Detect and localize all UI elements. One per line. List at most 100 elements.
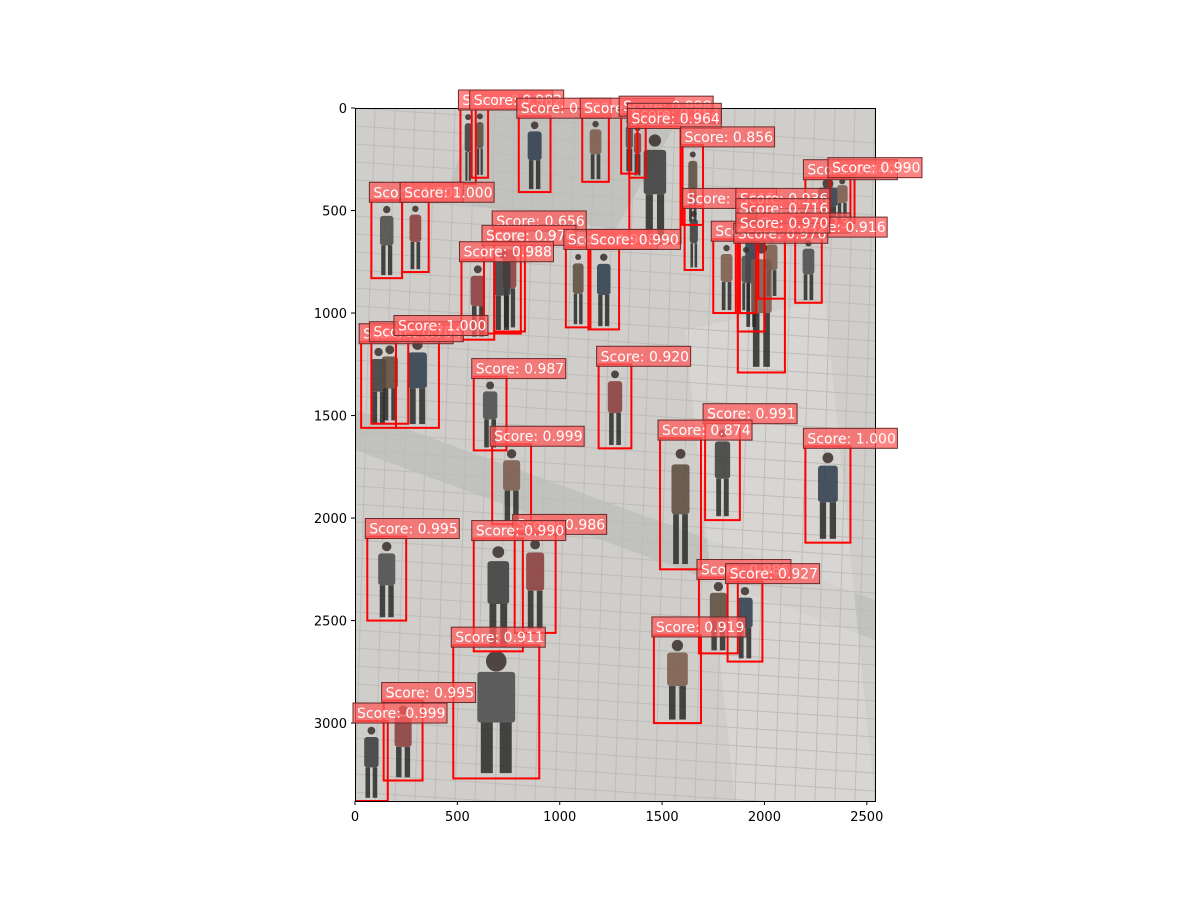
detection-label: Score: 0.990 xyxy=(585,228,681,250)
x-tick-label: 500 xyxy=(445,810,470,825)
paving-line xyxy=(355,503,875,540)
detection-score-text: Score: 0.919 xyxy=(656,620,744,636)
paving-line xyxy=(355,125,875,162)
paving-line xyxy=(915,108,935,801)
detection-label-background xyxy=(393,315,489,337)
pedestrian-silhouette xyxy=(667,639,688,720)
detection-score-text: Score: 0.874 xyxy=(662,423,751,439)
x-tick-label: 0 xyxy=(351,810,359,825)
detection-label: Score: 0.874 xyxy=(657,419,753,441)
detection-score-text: Score: 0.999 xyxy=(494,429,582,445)
detection-label: Score: 0.995 xyxy=(364,518,460,540)
detection-label-background xyxy=(399,181,495,203)
paving-line xyxy=(654,108,676,801)
y-tick-label: 2500 xyxy=(314,615,347,630)
pedestrian-silhouette xyxy=(378,541,396,618)
paving-line xyxy=(355,467,875,504)
pedestrian-silhouette xyxy=(409,205,422,270)
paving-line xyxy=(355,269,875,306)
detection-label: Score: 0.995 xyxy=(381,682,477,704)
detection-label: Score: 0.970 xyxy=(735,212,831,234)
detection-label-background xyxy=(450,626,546,648)
detection-label-background xyxy=(657,419,753,441)
paving-line xyxy=(874,783,875,801)
detection-score-text: Score: 0.987 xyxy=(476,362,564,378)
paving-line xyxy=(895,108,915,801)
detection-label-background xyxy=(352,702,448,724)
detection-score-text: Score: 0.990 xyxy=(476,524,564,540)
pedestrian-silhouette xyxy=(526,539,545,629)
detection-label-background xyxy=(626,107,722,129)
pedestrian-silhouette xyxy=(607,370,623,445)
pedestrian-silhouette xyxy=(476,113,484,175)
y-axis: 0 500 1000 1500 2000 2500 3000 xyxy=(314,102,355,732)
paving-line xyxy=(355,755,875,792)
detection-score-text: Score: 0.920 xyxy=(601,349,689,365)
x-tick-label: 2000 xyxy=(748,810,781,825)
pedestrian-silhouette xyxy=(379,205,394,276)
detection-label-background xyxy=(364,518,460,540)
detection-labels: Score: 0.979Score: 0.982Score: 0.988Scor… xyxy=(352,89,923,724)
pedestrian-silhouette xyxy=(407,339,427,425)
paving-line xyxy=(355,611,875,648)
detection-score-text: Score: 1.000 xyxy=(398,319,486,335)
detection-score-text: Score: 1.000 xyxy=(404,185,492,201)
x-tick-label: 1500 xyxy=(646,810,679,825)
pedestrian-silhouette xyxy=(381,345,398,421)
detection-score-text: Score: 0.995 xyxy=(369,522,457,538)
pedestrian-silhouette xyxy=(364,726,379,798)
detection-label: Score: 0.920 xyxy=(596,345,692,367)
paving-line xyxy=(355,287,875,324)
paving-line xyxy=(355,629,875,666)
paving-line xyxy=(355,647,875,684)
detection-label-background xyxy=(802,427,898,449)
detection-label: Score: 0.987 xyxy=(471,358,567,380)
detection-label-background xyxy=(458,241,554,263)
paving-line xyxy=(355,737,875,774)
detection-score-text: Score: 1.000 xyxy=(807,431,895,447)
y-tick-label: 1000 xyxy=(314,307,347,322)
x-tick-label: 1000 xyxy=(543,810,576,825)
detection-score-text: Score: 0.927 xyxy=(730,567,818,583)
detection-label-background xyxy=(827,157,923,179)
detection-score-text: Score: 0.911 xyxy=(455,630,543,646)
detection-label: Score: 0.927 xyxy=(725,563,821,585)
y-tick-label: 0 xyxy=(339,102,347,117)
detection-label-background xyxy=(381,682,477,704)
detection-label: Score: 1.000 xyxy=(802,427,898,449)
detection-label: Score: 1.000 xyxy=(393,315,489,337)
detection-label: Score: 0.919 xyxy=(651,616,747,638)
paving-line xyxy=(355,413,875,450)
y-tick-label: 3000 xyxy=(314,717,347,732)
pedestrian-silhouette xyxy=(503,449,521,522)
paving-line xyxy=(355,810,875,845)
detection-score-text: Score: 0.999 xyxy=(357,706,445,722)
detection-label: Score: 0.856 xyxy=(680,126,776,148)
pedestrian-silhouette xyxy=(596,253,611,327)
detection-score-text: Score: 0.964 xyxy=(631,111,720,127)
detection-score-text: Score: 0.991 xyxy=(707,407,795,423)
detection-label-background xyxy=(725,563,821,585)
detection-label-background xyxy=(680,126,776,148)
detection-label: Score: 0.990 xyxy=(827,157,923,179)
paving-line xyxy=(355,449,875,486)
x-axis: 0 500 1000 1500 2000 2500 xyxy=(351,801,883,825)
pedestrian-silhouette xyxy=(802,240,815,301)
detection-label-background xyxy=(471,520,567,542)
paving-line xyxy=(355,233,875,270)
pedestrian-silhouette xyxy=(477,650,516,774)
detection-label-background xyxy=(596,345,692,367)
y-tick-label: 1500 xyxy=(314,410,347,425)
x-tick-label: 2500 xyxy=(850,810,883,825)
detection-label: Score: 0.999 xyxy=(489,425,585,447)
detection-score-text: Score: 0.990 xyxy=(590,232,678,248)
detection-label: Score: 0.990 xyxy=(471,520,567,542)
pedestrian-silhouette xyxy=(643,134,667,239)
paving-line xyxy=(355,431,875,468)
pedestrian-silhouette xyxy=(720,244,733,311)
paving-line xyxy=(355,719,875,756)
pedestrian-silhouette xyxy=(572,254,584,325)
paving-line xyxy=(614,108,636,801)
detection-score-text: Score: 0.856 xyxy=(685,130,774,146)
